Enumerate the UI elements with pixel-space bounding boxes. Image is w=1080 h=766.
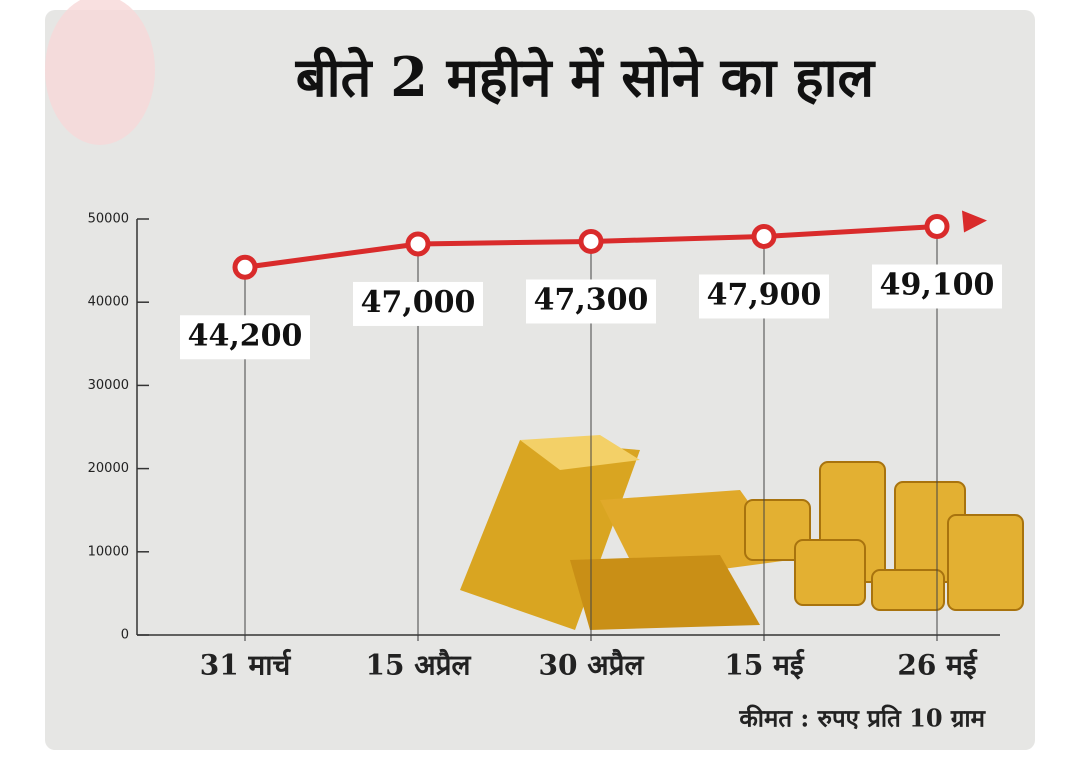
value-label: 47,000 [361, 285, 476, 320]
note: कीमत : रुपए प्रति 10 ग्राम [738, 704, 986, 733]
y-tick-label: 10000 [88, 544, 129, 559]
gold-illustration [460, 435, 1024, 630]
x-tick-label: 15 अप्रैल [365, 649, 471, 682]
value-label: 47,900 [707, 277, 822, 312]
value-label: 49,100 [880, 267, 995, 302]
y-tick-label: 30000 [88, 378, 129, 393]
chart-title: बीते 2 महीने में सोने का हाल [295, 45, 877, 109]
point [232, 254, 258, 280]
x-tick-label: 30 अप्रैल [538, 649, 644, 682]
x-tick-label: 26 मई [897, 649, 977, 682]
x-tick-label: 31 मार्च [200, 649, 292, 682]
card [45, 10, 1035, 750]
arrow-head [962, 210, 987, 233]
y-tick-label: 20000 [88, 461, 129, 476]
value-label-box [353, 281, 483, 326]
point [924, 213, 950, 239]
x-tick-label: 15 मई [724, 649, 804, 682]
y-tick-label: 0 [121, 628, 129, 643]
value-label-box [526, 279, 656, 324]
y-tick-label: 50000 [88, 212, 129, 227]
point [751, 223, 777, 249]
point [578, 228, 604, 254]
smudge [45, 0, 155, 145]
value-label-box [180, 315, 310, 360]
point [405, 231, 431, 257]
value-label-box [699, 274, 829, 319]
y-tick-label: 40000 [88, 295, 129, 310]
value-label: 44,200 [188, 318, 303, 353]
value-label: 47,300 [534, 282, 649, 317]
value-label-box [872, 264, 1002, 309]
